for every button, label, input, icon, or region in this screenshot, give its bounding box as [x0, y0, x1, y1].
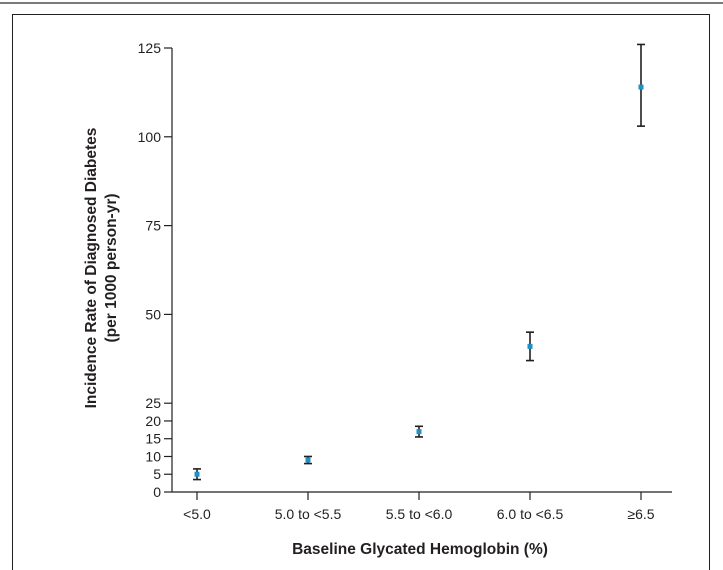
point-marker: [527, 343, 533, 349]
point-marker: [416, 429, 422, 435]
y-tick-label: 75: [145, 218, 161, 234]
y-tick-label: 10: [145, 448, 161, 464]
y-axis-title-line1: Incidence Rate of Diagnosed Diabetes: [83, 128, 100, 409]
y-tick-label: 20: [145, 413, 161, 429]
y-tick-label: 50: [145, 306, 161, 322]
y-tick-label: 25: [145, 395, 161, 411]
x-ticks: <5.0 5.0 to <5.5 5.5 to <6.0 6.0 to <6.5 ≥6.…: [183, 492, 655, 522]
y-tick-label: 125: [138, 40, 162, 56]
y-axis-title-line2: (per 1000 person-yr): [103, 193, 120, 342]
x-tick-label: 5.0 to <5.5: [275, 506, 342, 522]
point-marker: [194, 471, 200, 477]
data-point-2: [304, 455, 312, 465]
x-tick-label: ≥6.5: [627, 506, 654, 522]
data-point-5: [637, 43, 645, 127]
point-marker: [305, 457, 311, 463]
x-tick-label: 6.0 to <6.5: [497, 506, 564, 522]
y-tick-label: 5: [153, 466, 161, 482]
x-axis-title: Baseline Glycated Hemoglobin (%): [292, 541, 548, 558]
y-tick-label: 15: [145, 431, 161, 447]
y-tick-label: 0: [153, 484, 161, 500]
data-point-1: [193, 468, 201, 481]
y-tick-label: 100: [138, 129, 162, 145]
x-tick-label: <5.0: [183, 506, 211, 522]
data-point-4: [526, 331, 534, 362]
data-point-3: [415, 425, 423, 438]
data-points: [193, 43, 645, 481]
point-marker: [638, 84, 644, 90]
x-tick-label: 5.5 to <6.0: [386, 506, 453, 522]
